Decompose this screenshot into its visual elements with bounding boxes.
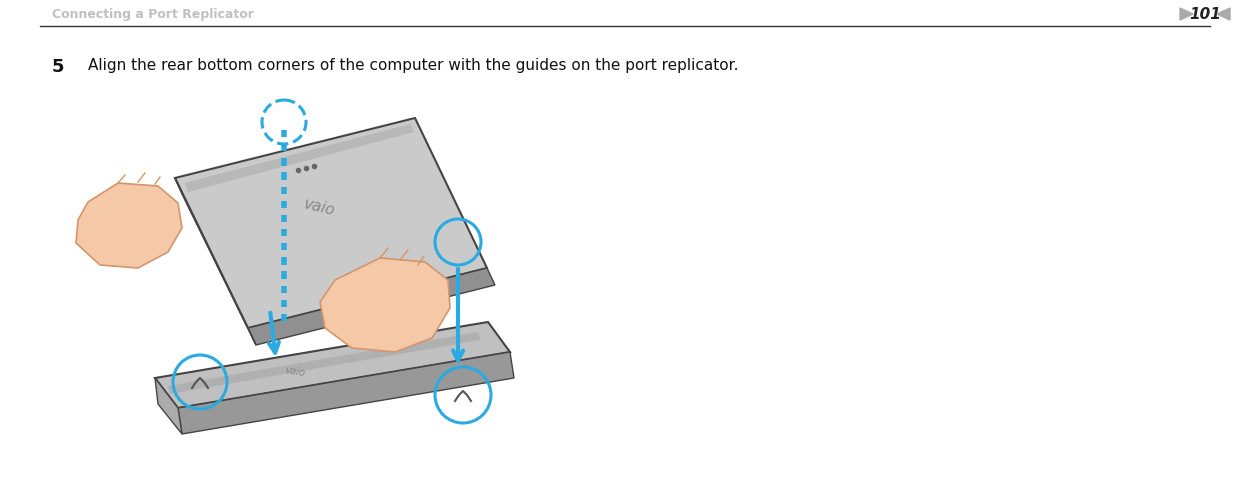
Polygon shape bbox=[155, 322, 510, 408]
Text: vaio: vaio bbox=[303, 197, 337, 219]
Polygon shape bbox=[167, 332, 480, 394]
Polygon shape bbox=[358, 332, 391, 345]
Text: 101: 101 bbox=[1189, 6, 1221, 22]
Text: Connecting a Port Replicator: Connecting a Port Replicator bbox=[52, 8, 254, 20]
Polygon shape bbox=[320, 258, 450, 352]
Polygon shape bbox=[155, 378, 182, 434]
Polygon shape bbox=[248, 268, 495, 345]
Polygon shape bbox=[175, 118, 487, 328]
Text: vaio: vaio bbox=[284, 365, 306, 379]
Polygon shape bbox=[1180, 8, 1193, 20]
Text: 5: 5 bbox=[52, 58, 64, 76]
Polygon shape bbox=[175, 178, 255, 345]
Text: Align the rear bottom corners of the computer with the guides on the port replic: Align the rear bottom corners of the com… bbox=[88, 58, 739, 73]
Polygon shape bbox=[179, 352, 515, 434]
Polygon shape bbox=[185, 124, 414, 192]
Polygon shape bbox=[76, 183, 182, 268]
Polygon shape bbox=[1216, 8, 1230, 20]
